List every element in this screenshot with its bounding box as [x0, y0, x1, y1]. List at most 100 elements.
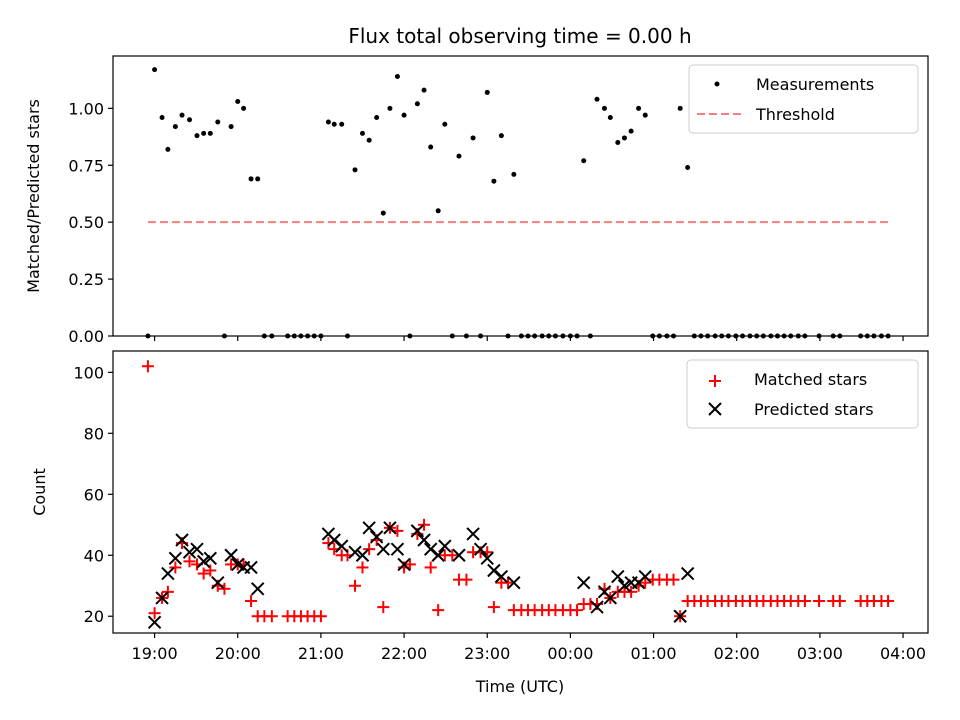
predicted-star-point: [680, 566, 695, 581]
matched-star-point: [245, 594, 258, 607]
predicted-star-point: [334, 539, 349, 553]
predicted-star-point: [473, 542, 488, 556]
measurement-point: [594, 96, 600, 102]
measurement-point: [636, 105, 642, 111]
predicted-star-point: [452, 548, 466, 562]
measurement-point: [187, 117, 193, 123]
predicted-star-point: [196, 554, 211, 569]
predicted-star-point: [376, 542, 390, 556]
predicted-star-point: [161, 566, 175, 581]
matched-star-point: [363, 543, 376, 556]
predicted-star-point: [203, 551, 218, 566]
top-y-tick-label: 1.00: [68, 99, 104, 118]
bottom-y-tick-label: 40: [84, 546, 104, 565]
matched-star-point: [460, 573, 473, 586]
x-tick-label: 19:00: [132, 644, 178, 663]
x-tick-label: 22:00: [381, 644, 427, 663]
predicted-star-point: [638, 569, 652, 584]
predicted-star-point: [507, 575, 521, 590]
matched-star-point: [349, 579, 362, 592]
predicted-star-point: [348, 545, 362, 559]
matched-star-point: [446, 549, 459, 562]
measurement-point: [677, 105, 683, 111]
predicted-star-point: [438, 539, 452, 553]
predicted-star-point: [576, 575, 591, 590]
measurement-point: [470, 135, 476, 141]
predicted-star-point: [673, 609, 687, 623]
matched-star-point: [418, 518, 431, 531]
matched-star-point: [218, 582, 231, 595]
top-y-tick-label: 0.50: [68, 213, 104, 232]
matched-star-point: [204, 564, 217, 577]
predicted-star-point: [190, 542, 204, 556]
measurement-point: [581, 158, 587, 164]
measurement-point: [628, 128, 634, 134]
measurement-point: [380, 210, 386, 216]
measurement-point: [359, 130, 365, 136]
matched-star-point: [432, 604, 445, 617]
measurement-point: [414, 101, 420, 107]
measurement-point: [374, 114, 380, 120]
predicted-star-point: [611, 569, 625, 584]
matched-star-point: [833, 594, 846, 607]
legend-matched-label: Matched stars: [754, 370, 867, 389]
predicted-star-point: [390, 542, 405, 556]
legend-threshold-label: Threshold: [755, 105, 835, 124]
predicted-star-point: [466, 527, 480, 541]
measurement-point: [228, 124, 234, 130]
bottom-legend: Matched stars Predicted stars: [686, 359, 919, 429]
measurement-point: [642, 112, 648, 118]
measurement-point: [179, 112, 185, 118]
bottom-series-layer: [141, 360, 895, 630]
x-tick-label: 02:00: [714, 644, 760, 663]
predicted-star-point: [410, 524, 425, 538]
matched-star-point: [197, 567, 210, 580]
top-panel: 0.00 0.25 0.50 0.75 1.00 Matched/Predicted s…: [24, 55, 929, 346]
bottom-y-tick-label: 80: [84, 424, 104, 443]
predicted-star-point: [417, 533, 431, 547]
predicted-star-point: [431, 548, 445, 562]
top-y-axis-label: Matched/Predicted stars: [24, 99, 43, 293]
predicted-star-point: [362, 521, 376, 535]
measurement-point: [165, 146, 171, 152]
top-x-ticks: [153, 336, 904, 341]
measurement-point: [215, 119, 221, 125]
measurement-point: [491, 178, 497, 184]
matched-star-point: [667, 573, 680, 586]
x-tick-label: 00:00: [547, 644, 593, 663]
measurement-point: [685, 165, 691, 171]
measurement-point: [601, 105, 607, 111]
measurement-point: [621, 135, 627, 141]
measurement-point: [607, 114, 613, 120]
x-tick-label: 01:00: [631, 644, 677, 663]
matched-star-point: [169, 561, 182, 574]
x-tick-label: 23:00: [464, 644, 510, 663]
top-legend-box: [688, 64, 919, 134]
chart-title: Flux total observing time = 0.00 h: [348, 24, 691, 48]
measurement-point: [615, 140, 621, 146]
x-tick-label: 21:00: [298, 644, 344, 663]
measurement-point: [394, 73, 400, 79]
x-axis-label: Time (UTC): [475, 677, 564, 696]
legend-predicted-label: Predicted stars: [754, 400, 874, 419]
measurement-point: [339, 121, 345, 127]
bottom-y-tick-label: 100: [73, 363, 104, 382]
matched-star-point: [183, 555, 196, 568]
matched-star-point: [882, 594, 895, 607]
predicted-star-point: [617, 579, 632, 593]
bottom-plot-frame: [112, 350, 929, 634]
matched-star-point: [148, 607, 161, 620]
measurement-point: [159, 114, 165, 120]
bottom-panel: 20 40 60 80 100 19:00 20:00 21:00 22:00 23:00 00:…: [30, 350, 929, 696]
legend-measurements-marker: [714, 81, 720, 87]
measurement-point: [201, 130, 207, 136]
bottom-x-ticks: 19:00 20:00 21:00 22:00 23:00 00:00 01:00 02:00…: [132, 633, 926, 663]
top-y-tick-label: 0.00: [68, 327, 104, 346]
predicted-star-point: [244, 560, 258, 575]
legend-matched-marker: [709, 375, 721, 387]
predicted-star-point: [155, 591, 169, 605]
measurement-point: [366, 137, 372, 143]
measurement-point: [331, 121, 337, 127]
matched-star-point: [502, 576, 515, 589]
measurement-point: [352, 167, 358, 173]
